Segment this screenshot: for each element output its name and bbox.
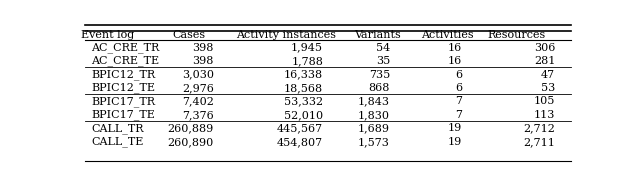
Text: 260,890: 260,890: [168, 137, 214, 147]
Text: 281: 281: [534, 56, 555, 66]
Text: AC_CRE_TR: AC_CRE_TR: [91, 42, 159, 53]
Text: 1,573: 1,573: [358, 137, 390, 147]
Text: 19: 19: [447, 123, 462, 133]
Text: Event log: Event log: [81, 30, 134, 40]
Text: 113: 113: [534, 110, 555, 120]
Text: 16,338: 16,338: [284, 70, 323, 79]
Text: 53,332: 53,332: [284, 96, 323, 106]
Text: 1,945: 1,945: [291, 43, 323, 53]
Text: 6: 6: [455, 70, 462, 79]
Text: 54: 54: [376, 43, 390, 53]
Text: 1,830: 1,830: [358, 110, 390, 120]
Text: 398: 398: [193, 56, 214, 66]
Text: 47: 47: [541, 70, 555, 79]
Text: 735: 735: [369, 70, 390, 79]
Text: 7: 7: [455, 96, 462, 106]
Text: Activities: Activities: [420, 30, 474, 40]
Text: AC_CRE_TE: AC_CRE_TE: [91, 56, 159, 66]
Text: Activity instances: Activity instances: [236, 30, 336, 40]
Text: BPIC17_TE: BPIC17_TE: [91, 109, 155, 120]
Text: 6: 6: [455, 83, 462, 93]
Text: 18,568: 18,568: [284, 83, 323, 93]
Text: 2,712: 2,712: [524, 123, 555, 133]
Text: 7,402: 7,402: [182, 96, 214, 106]
Text: 19: 19: [447, 137, 462, 147]
Text: Cases: Cases: [173, 30, 205, 40]
Text: BPIC12_TR: BPIC12_TR: [91, 69, 155, 80]
Text: 7,376: 7,376: [182, 110, 214, 120]
Text: 260,889: 260,889: [168, 123, 214, 133]
Text: 53: 53: [541, 83, 555, 93]
Text: 868: 868: [369, 83, 390, 93]
Text: Variants: Variants: [354, 30, 401, 40]
Text: 52,010: 52,010: [284, 110, 323, 120]
Text: 3,030: 3,030: [182, 70, 214, 79]
Text: 105: 105: [534, 96, 555, 106]
Text: 2,711: 2,711: [524, 137, 555, 147]
Text: Resources: Resources: [487, 30, 546, 40]
Text: 454,807: 454,807: [277, 137, 323, 147]
Text: 7: 7: [455, 110, 462, 120]
Text: 398: 398: [193, 43, 214, 53]
Text: 445,567: 445,567: [277, 123, 323, 133]
Text: CALL_TE: CALL_TE: [91, 137, 143, 147]
Text: 1,689: 1,689: [358, 123, 390, 133]
Text: BPIC17_TR: BPIC17_TR: [91, 96, 155, 107]
Text: BPIC12_TE: BPIC12_TE: [91, 83, 155, 93]
Text: 16: 16: [447, 56, 462, 66]
Text: 2,976: 2,976: [182, 83, 214, 93]
Text: 1,843: 1,843: [358, 96, 390, 106]
Text: 306: 306: [534, 43, 555, 53]
Text: CALL_TR: CALL_TR: [91, 123, 143, 134]
Text: 1,788: 1,788: [291, 56, 323, 66]
Text: 16: 16: [447, 43, 462, 53]
Text: 35: 35: [376, 56, 390, 66]
